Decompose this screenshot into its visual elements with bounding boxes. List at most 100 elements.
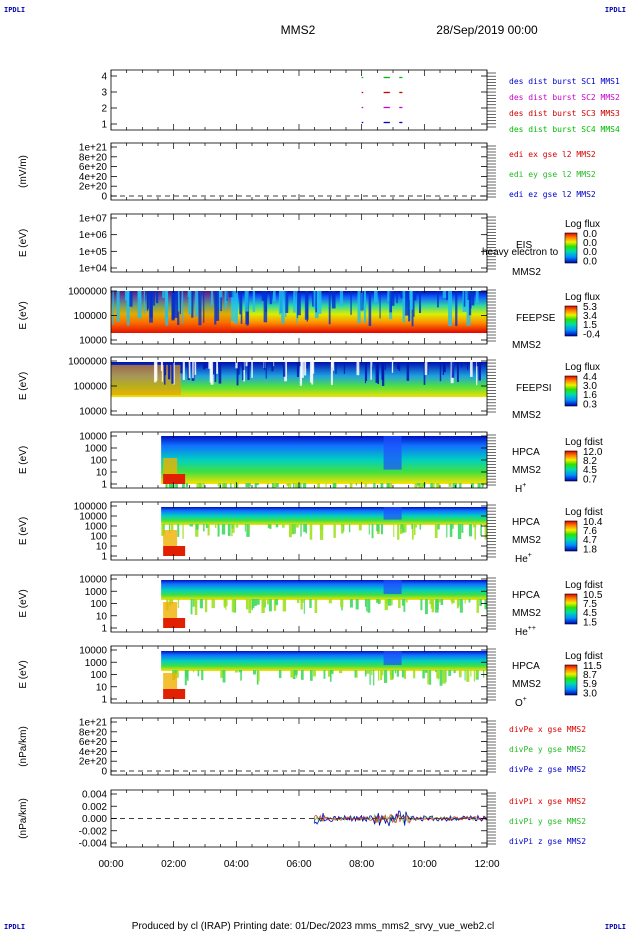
colorbar-tick: 1.5 bbox=[583, 617, 597, 628]
heatmap-cell bbox=[383, 580, 402, 594]
heatmap-cell bbox=[234, 670, 238, 673]
heatmap-cell bbox=[257, 670, 260, 682]
heatmap-cell bbox=[116, 291, 120, 322]
heatmap-cell bbox=[305, 524, 308, 534]
heatmap-cell bbox=[247, 362, 250, 380]
heatmap-cell bbox=[193, 599, 196, 607]
heatmap-cell bbox=[186, 362, 188, 368]
colorbar-tick: 3.4 bbox=[583, 311, 597, 322]
heatmap-cell bbox=[409, 291, 413, 310]
heatmap-cell bbox=[354, 670, 357, 678]
heatmap-body bbox=[161, 507, 487, 556]
colorbar-tick: 11.5 bbox=[583, 661, 602, 672]
heatmap-cell bbox=[381, 362, 384, 380]
heatmap-body bbox=[111, 362, 487, 397]
colorbar bbox=[564, 593, 578, 625]
heatmap-cell bbox=[263, 362, 265, 370]
heatmap-cell bbox=[380, 670, 383, 681]
instrument-label: HPCA bbox=[512, 447, 540, 458]
heatmap-cell bbox=[286, 483, 290, 487]
heatmap-cell bbox=[408, 291, 411, 322]
heatmap-cell bbox=[170, 524, 174, 531]
colorbar-tick: 7.6 bbox=[583, 526, 597, 537]
heatmap-cell bbox=[457, 524, 462, 540]
heatmap-cell bbox=[468, 291, 472, 316]
heatmap-cell bbox=[180, 362, 183, 374]
heatmap-cell bbox=[429, 599, 433, 605]
heatmap-cell bbox=[300, 670, 304, 680]
instrument-label: FEEPSI bbox=[516, 383, 552, 394]
heatmap-cell bbox=[306, 362, 308, 369]
heatmap-cell bbox=[266, 599, 270, 605]
heatmap-cell bbox=[248, 599, 252, 609]
heatmap-cell bbox=[437, 524, 440, 530]
heatmap-cell bbox=[426, 362, 429, 375]
colorbar-tick: 3.0 bbox=[583, 381, 597, 392]
heatmap-cell bbox=[275, 524, 279, 528]
heatmap-cell bbox=[191, 291, 194, 318]
heatmap-cell bbox=[364, 599, 367, 607]
heatmap-cell bbox=[300, 524, 302, 537]
heatmap-cell bbox=[406, 362, 410, 381]
panel-frame bbox=[110, 717, 488, 776]
heatmap-cell bbox=[309, 362, 313, 383]
heatmap-cell bbox=[211, 599, 215, 609]
heatmap-cell bbox=[420, 599, 423, 611]
y-axis-label: E (eV) bbox=[18, 229, 29, 257]
legend-entry: des dist burst SC3 MMS3 bbox=[509, 109, 620, 118]
ytick-label: 1000 bbox=[85, 658, 108, 669]
heatmap-cell bbox=[340, 599, 344, 608]
heatmap-cell bbox=[364, 483, 367, 488]
heatmap-cell bbox=[390, 599, 393, 606]
heatmap-cell bbox=[242, 362, 244, 381]
ytick-label: 1e+07 bbox=[79, 214, 108, 225]
xtick-label: 04:00 bbox=[224, 859, 249, 870]
ytick-label: 1 bbox=[101, 552, 107, 563]
heatmap-cell bbox=[227, 524, 231, 536]
heatmap-cell bbox=[226, 291, 228, 302]
heatmap-cell bbox=[414, 524, 418, 528]
heatmap-cell bbox=[209, 362, 212, 383]
heatmap-cell bbox=[221, 524, 226, 535]
heatmap-cell bbox=[386, 483, 389, 488]
heatmap-cell bbox=[474, 524, 477, 540]
ytick-label: 0.004 bbox=[82, 790, 107, 801]
heatmap-cell bbox=[436, 670, 440, 679]
ytick-label: 1000000 bbox=[68, 357, 107, 368]
heatmap-cell bbox=[222, 670, 226, 683]
heatmap-cell bbox=[239, 291, 242, 315]
heatmap-cell bbox=[192, 599, 194, 607]
heatmap-cell bbox=[484, 524, 487, 540]
heatmap-cell bbox=[466, 670, 470, 682]
heatmap-cell bbox=[343, 362, 345, 374]
colorbar-tick: 10.5 bbox=[583, 590, 603, 601]
heatmap-cell bbox=[207, 524, 210, 536]
heatmap-cell bbox=[300, 483, 302, 488]
heatmap-cell bbox=[451, 599, 453, 605]
heatmap-cell bbox=[309, 599, 312, 608]
heatmap-cell bbox=[193, 670, 195, 673]
heatmap-cell bbox=[297, 599, 300, 604]
heatmap-cell bbox=[169, 599, 174, 605]
heatmap-cell bbox=[235, 362, 238, 369]
ytick-label: 3 bbox=[101, 88, 107, 99]
heatmap-cell bbox=[404, 670, 407, 680]
heatmap-cell bbox=[451, 362, 455, 378]
heatmap-cell bbox=[331, 291, 336, 309]
heatmap-cell bbox=[368, 524, 370, 535]
heatmap-cell bbox=[389, 670, 393, 676]
colorbar-title: Log fdist bbox=[565, 651, 603, 662]
ytick-label: 10000 bbox=[79, 336, 107, 347]
y-axis-label: E (eV) bbox=[18, 660, 29, 688]
heatmap-cell bbox=[440, 599, 444, 605]
heatmap-cell bbox=[244, 524, 246, 532]
heatmap-cell bbox=[232, 524, 235, 533]
heatmap-cell bbox=[333, 524, 336, 538]
heatmap-cell bbox=[254, 483, 257, 487]
ytick-label: 4 bbox=[101, 72, 107, 83]
colorbar-tick: 0.3 bbox=[583, 399, 597, 410]
heatmap-cell bbox=[311, 362, 314, 385]
heatmap-cell bbox=[413, 670, 416, 679]
